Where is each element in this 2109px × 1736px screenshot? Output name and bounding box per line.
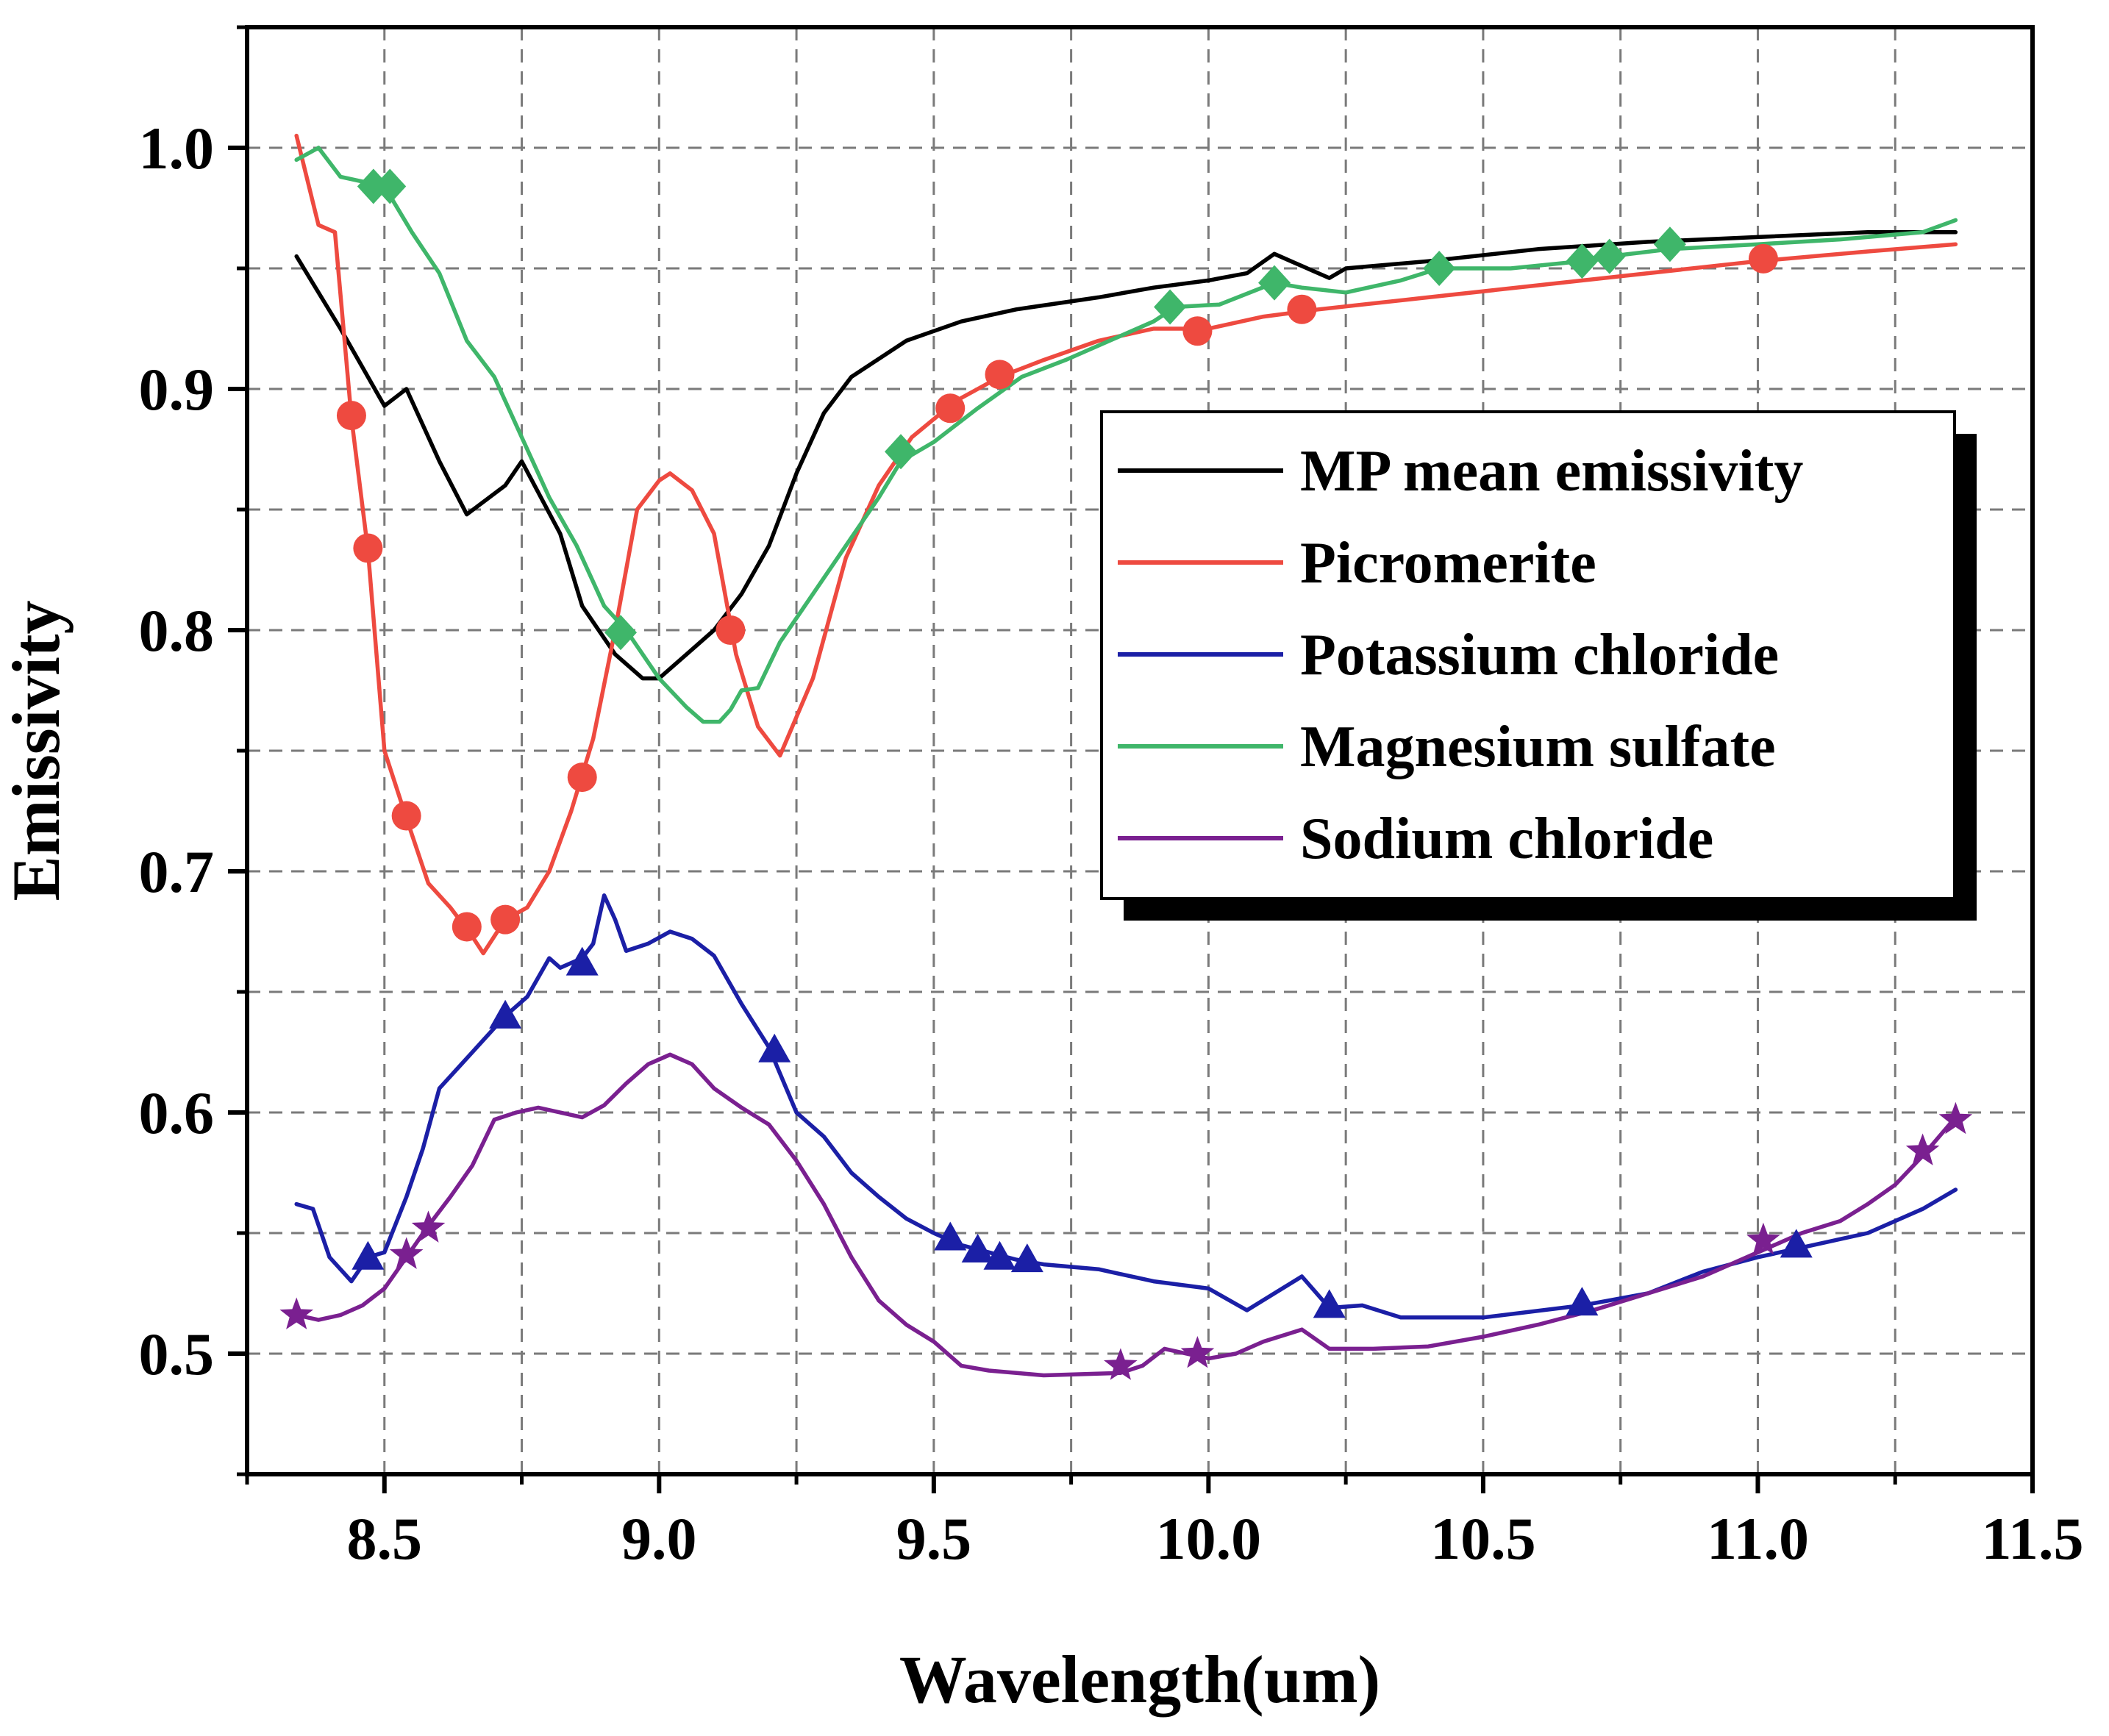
series-marker-2 [961,1233,994,1262]
legend-label-1: Picromerite [1300,531,1596,596]
legend-label-2: Potassium chloride [1300,623,1779,687]
series-marker-2 [1566,1287,1599,1316]
legend: MP mean emissivity Picromerite Potassium c… [1100,410,1977,921]
legend-label-0: MP mean emissivity [1300,439,1803,504]
y-tick-label: 0.9 [139,356,215,423]
series-marker-1 [985,360,1015,390]
y-tick-label: 0.8 [139,597,215,664]
series-marker-2 [983,1240,1016,1270]
series-line-0 [294,230,1958,681]
series-marker-1 [452,912,482,942]
series-lines [294,133,1958,1378]
series-marker-1 [336,401,366,431]
series-marker-3 [1566,243,1599,279]
series-marker-4 [1905,1133,1940,1165]
legend-label-3: Magnesium sulfate [1300,715,1776,779]
series-marker-1 [567,762,597,793]
series-marker-4 [1180,1336,1215,1368]
series-line-4 [294,1052,1958,1378]
x-tick-label: 10.5 [1430,1505,1536,1572]
legend-label-4: Sodium chloride [1300,807,1713,871]
series-marker-3 [1423,251,1456,286]
series-marker-3 [1653,226,1686,262]
x-axis-title: Wavelength(um) [899,1642,1380,1717]
series-marker-4 [389,1237,424,1269]
series-marker-3 [1593,238,1626,274]
series-marker-4 [1938,1101,1973,1135]
series-marker-2 [1780,1229,1813,1258]
y-axis-title: Emissivity [0,601,74,901]
series-marker-4 [411,1210,446,1243]
series-marker-1 [716,615,746,645]
series-marker-2 [758,1033,791,1062]
x-tick-label: 10.0 [1156,1505,1262,1572]
x-tick-label: 11.5 [1982,1505,2084,1572]
series-marker-2 [934,1221,967,1251]
series-markers [279,168,1973,1380]
series-marker-2 [489,999,522,1029]
series-marker-3 [374,168,407,204]
series-marker-4 [1104,1348,1138,1380]
series-line-1 [294,133,1958,956]
series-marker-3 [885,434,918,470]
x-tick-label: 9.5 [896,1505,972,1572]
series-marker-1 [490,904,521,935]
series-marker-2 [565,946,599,976]
series-marker-3 [357,168,390,204]
y-tick-label: 0.7 [139,838,215,905]
series-marker-1 [1182,316,1213,346]
series-marker-4 [1746,1222,1780,1255]
y-tick-label: 0.6 [139,1079,215,1146]
series-line-3 [294,146,1958,724]
series-marker-2 [352,1240,385,1270]
series-marker-4 [279,1297,314,1329]
series-marker-1 [391,801,421,831]
series-marker-1 [1287,294,1317,324]
series-marker-1 [1748,243,1778,274]
series-marker-1 [353,533,383,563]
series-marker-3 [1154,289,1187,325]
x-tick-label: 9.0 [621,1505,697,1572]
series-marker-3 [604,615,638,651]
series-marker-1 [935,393,966,424]
y-tick-label: 1.0 [139,115,215,182]
x-tick-label: 8.5 [347,1505,423,1572]
series-marker-2 [1010,1243,1043,1273]
series-marker-3 [1258,265,1291,301]
x-tick-label: 11.0 [1707,1505,1809,1572]
series-line-2 [294,893,1958,1320]
series-marker-2 [1313,1289,1346,1318]
legend-box [1100,410,1956,900]
y-tick-label: 0.5 [139,1321,215,1387]
axis-ticks: 8.5 9.0 9.5 10.0 10.5 11.0 11.5 0.5 0.6 0.7 0.8 0.9… [139,25,2084,1572]
